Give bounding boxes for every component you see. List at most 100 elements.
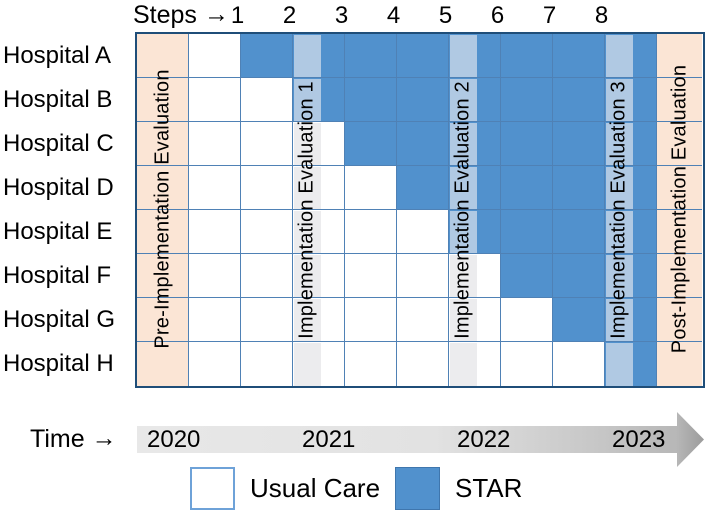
evaluation-band-label: Implementation Evaluation 1 [295,81,318,339]
cell-post-evaluation [657,78,702,122]
right-arrow-icon: → [203,0,229,28]
band-segment [293,210,321,254]
band-segment [293,298,321,342]
band-segment [449,122,477,166]
cell-usual-care [189,254,241,298]
band-segment [605,342,633,386]
cell-usual-care [241,122,293,166]
pre-implementation-label: Pre-Implementation Evaluation [151,69,174,349]
cell-post-evaluation [657,34,702,78]
cell-usual-care [241,298,293,342]
step-number-1: 1 [230,2,245,29]
step-number-3: 3 [334,2,349,29]
band-segment [605,122,633,166]
legend-item-usual-care: Usual Care [190,467,380,510]
cell-post-evaluation [657,342,702,386]
cell-star [241,34,293,78]
band-segment [449,342,477,386]
cell-usual-care [345,298,397,342]
cell-star [553,122,605,166]
cell-star [553,298,605,342]
band-segment [449,34,477,78]
cell-star [553,166,605,210]
band-segment [293,342,321,386]
cell-usual-care [397,298,449,342]
cell-usual-care [501,342,553,386]
hospital-label-b: Hospital B [3,86,113,114]
cell-usual-care [241,78,293,122]
cell-post-evaluation [657,210,702,254]
cell-usual-care [241,342,293,386]
cell-usual-care [397,210,449,254]
hospital-label-c: Hospital C [3,130,114,158]
cell-star [553,254,605,298]
cell-pre-evaluation [137,78,189,122]
cell-usual-care [345,166,397,210]
band-segment [605,210,633,254]
cell-star [397,122,449,166]
cell-star [501,210,553,254]
cell-star [345,78,397,122]
band-segment [293,166,321,210]
band-segment [605,254,633,298]
usual-care-swatch [190,467,235,510]
cell-usual-care [397,342,449,386]
cell-usual-care [189,166,241,210]
cell-star [345,122,397,166]
legend-item-star: STAR [395,467,522,510]
cell-pre-evaluation [137,122,189,166]
cell-star [345,34,397,78]
cell-usual-care [345,210,397,254]
star-swatch [395,467,440,510]
cell-usual-care [553,342,605,386]
right-arrow-icon: → [91,423,117,452]
cell-post-evaluation [657,122,702,166]
cell-star [397,34,449,78]
hospital-label-f: Hospital F [3,261,112,289]
cell-star [501,166,553,210]
cell-star [553,210,605,254]
cell-usual-care [345,342,397,386]
hospital-label-d: Hospital D [3,174,114,202]
post-implementation-label: Post-Implementation Evaluation [668,64,691,354]
implementation-evaluation-band-8: Implementation Evaluation 3 [605,34,633,386]
legend-label-star: STAR [455,473,523,503]
cell-star [553,78,605,122]
band-segment [449,254,477,298]
band-segment [293,34,321,78]
cell-pre-evaluation [137,210,189,254]
step-number-5: 5 [438,2,453,29]
hospital-label-a: Hospital A [3,42,112,70]
band-segment [293,122,321,166]
cell-pre-evaluation [137,298,189,342]
band-segment [449,166,477,210]
cell-star [397,166,449,210]
cell-star [501,34,553,78]
year-label-2021: 2021 [302,425,356,453]
timeline-arrowhead [677,412,704,467]
legend-label-usual-care: Usual Care [250,473,381,503]
cell-pre-evaluation [137,254,189,298]
cell-usual-care [189,34,241,78]
cell-star [553,34,605,78]
cell-pre-evaluation [137,342,189,386]
steps-axis-label: Steps → [133,0,229,30]
step-number-6: 6 [490,2,505,29]
cell-usual-care [189,78,241,122]
time-axis-text: Time [30,424,85,453]
step-number-7: 7 [542,2,557,29]
year-label-2022: 2022 [457,425,511,453]
cell-usual-care [189,122,241,166]
implementation-evaluation-band-2: Implementation Evaluation 1 [293,34,321,386]
cell-usual-care [345,254,397,298]
band-segment [605,78,633,122]
evaluation-band-label: Implementation Evaluation 3 [607,81,630,339]
cell-pre-evaluation [137,166,189,210]
cell-usual-care [189,342,241,386]
cell-star [501,122,553,166]
band-segment [293,254,321,298]
cell-post-evaluation [657,298,702,342]
step-number-8: 8 [594,2,609,29]
steps-axis-text: Steps [133,1,197,29]
